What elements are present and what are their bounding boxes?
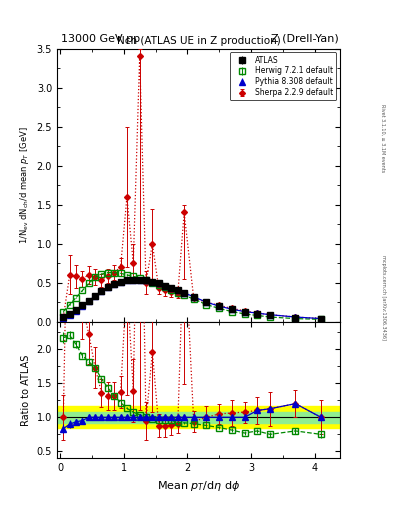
X-axis label: Mean $p_{T}$/d$\eta$ d$\phi$: Mean $p_{T}$/d$\eta$ d$\phi$ (157, 479, 240, 493)
Y-axis label: Ratio to ATLAS: Ratio to ATLAS (21, 354, 31, 425)
Y-axis label: 1/N$_{\rm ev}$ dN$_{\rm ch}$/d mean $p_T$ [GeV]: 1/N$_{\rm ev}$ dN$_{\rm ch}$/d mean $p_T… (18, 126, 31, 244)
Text: Rivet 3.1.10, ≥ 3.1M events: Rivet 3.1.10, ≥ 3.1M events (381, 104, 386, 173)
Text: 13000 GeV pp: 13000 GeV pp (61, 33, 140, 44)
Text: mcplots.cern.ch [arXiv:1306.3436]: mcplots.cern.ch [arXiv:1306.3436] (381, 254, 386, 339)
Title: Nch (ATLAS UE in Z production): Nch (ATLAS UE in Z production) (117, 36, 280, 47)
Legend: ATLAS, Herwig 7.2.1 default, Pythia 8.308 default, Sherpa 2.2.9 default: ATLAS, Herwig 7.2.1 default, Pythia 8.30… (230, 52, 336, 100)
Text: Z (Drell-Yan): Z (Drell-Yan) (271, 33, 339, 44)
